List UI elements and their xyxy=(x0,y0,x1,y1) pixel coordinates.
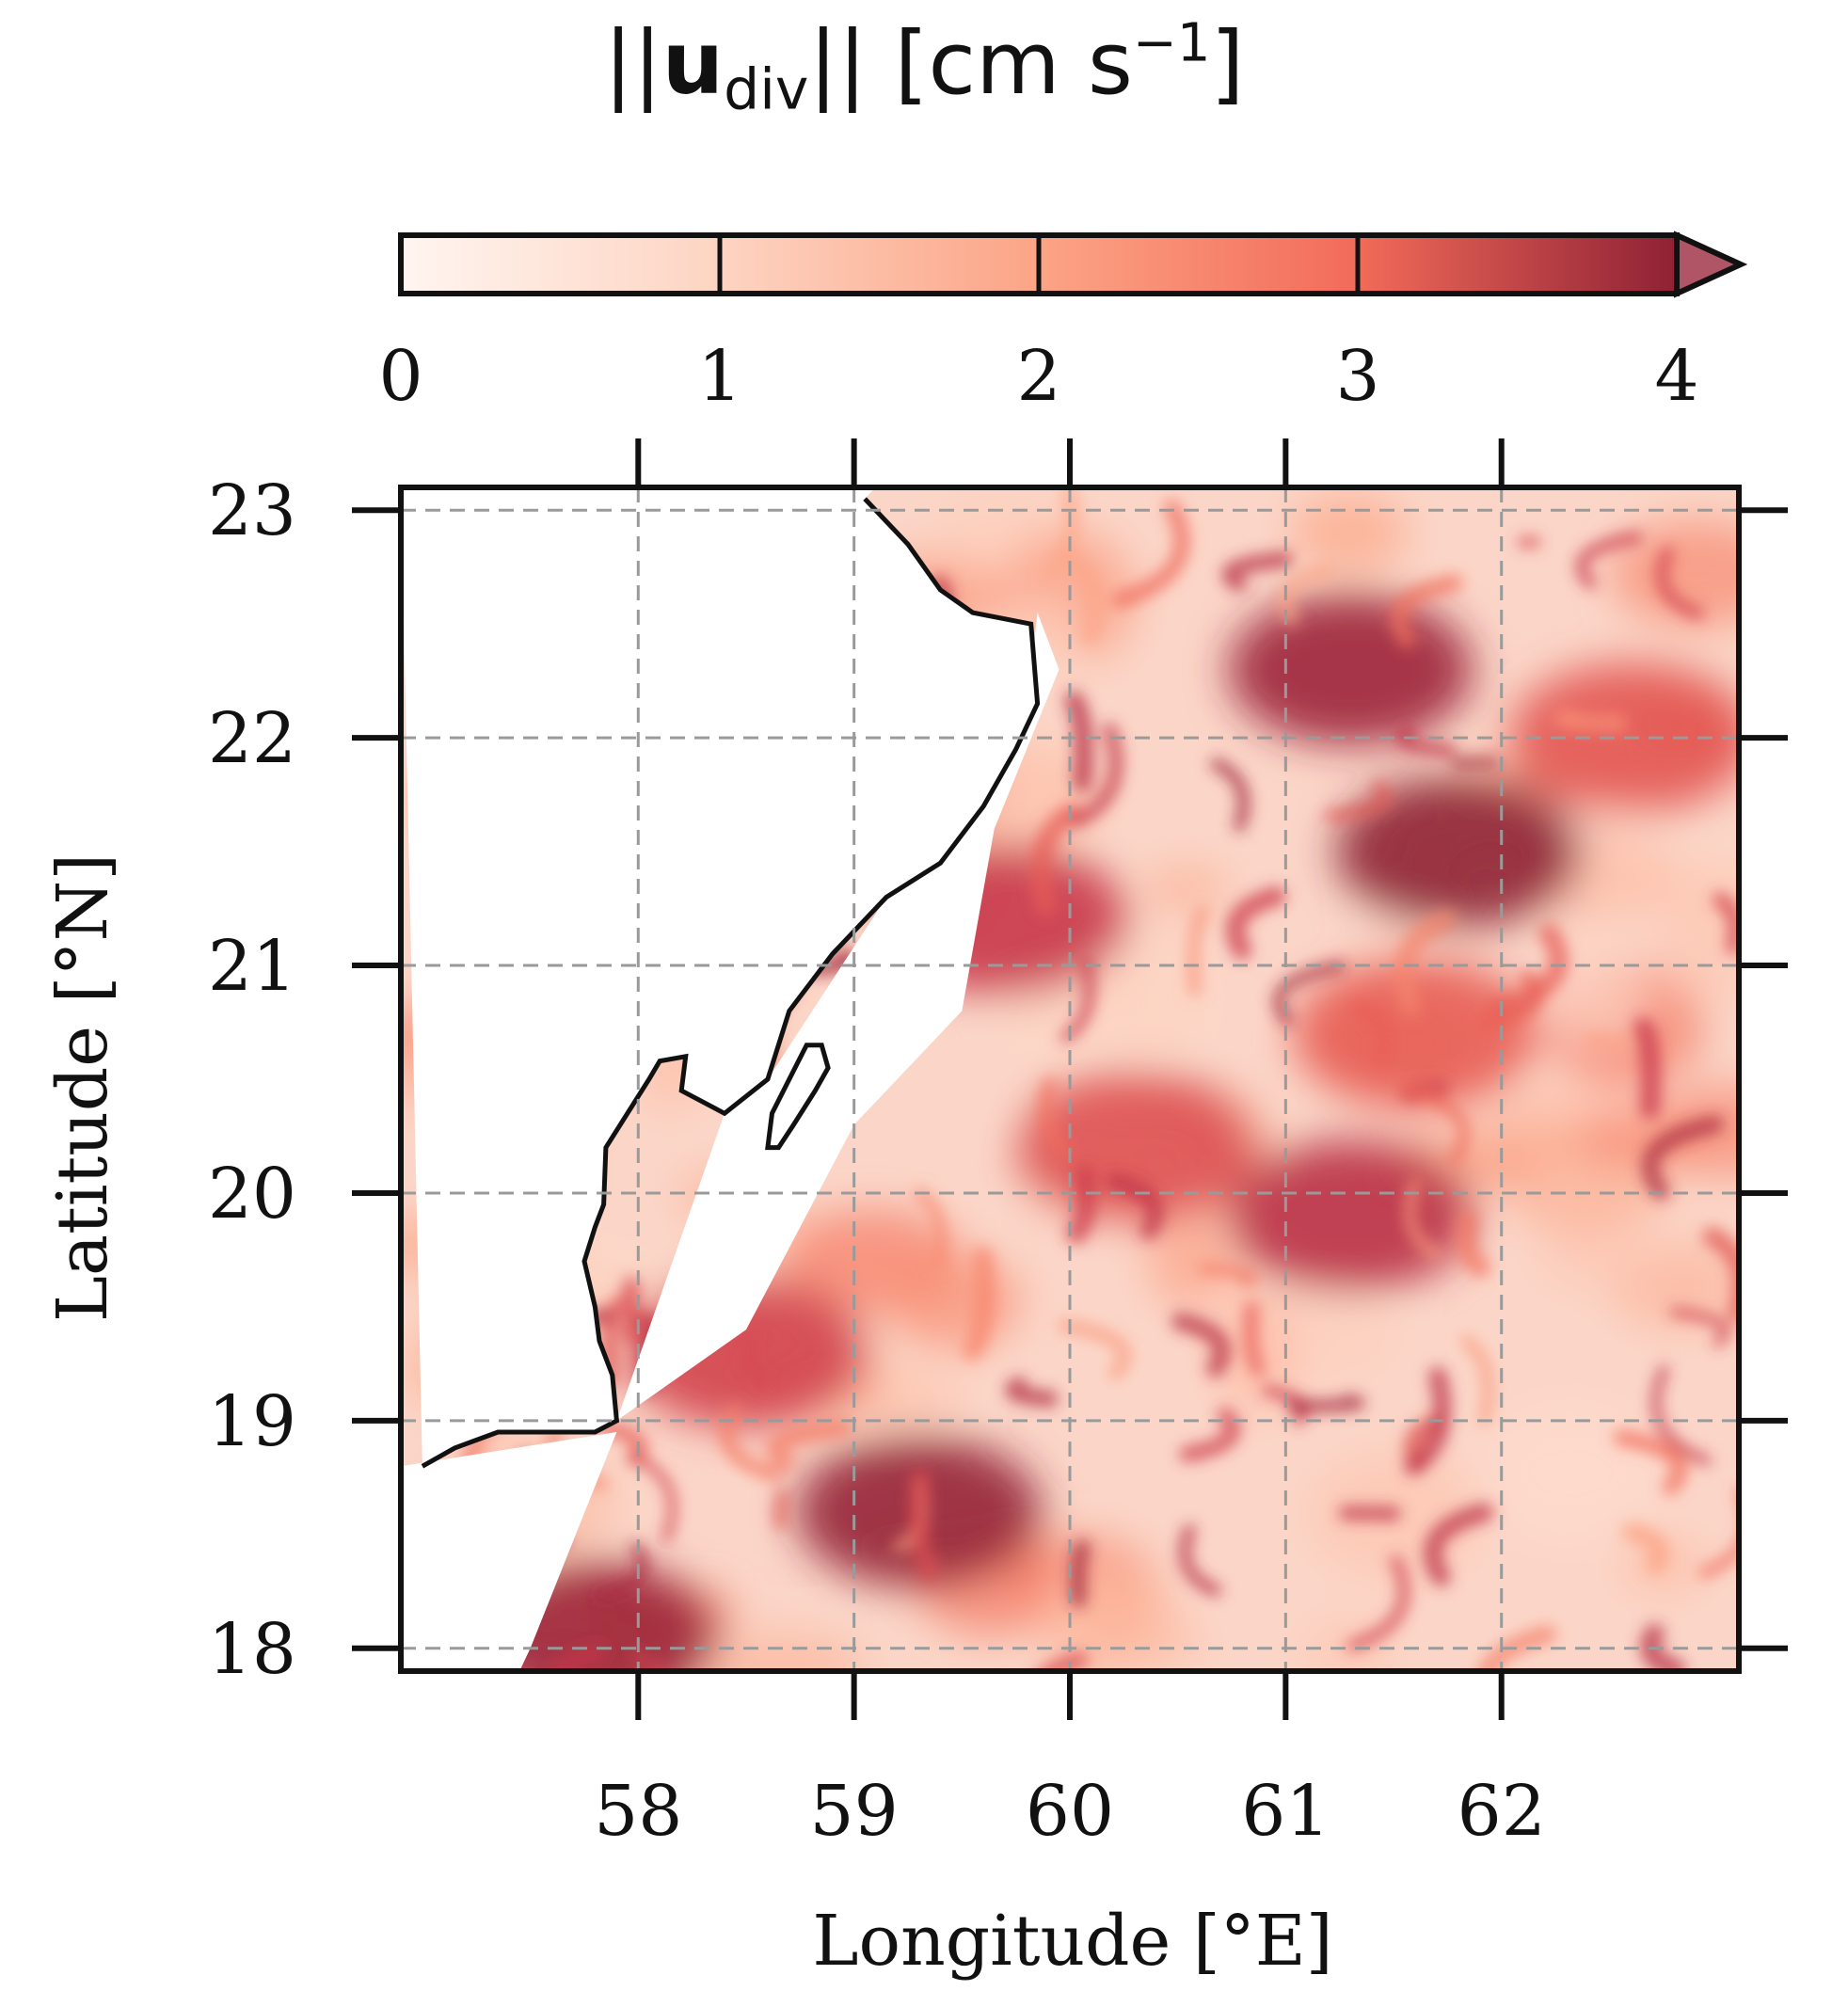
flow-filament xyxy=(554,1652,598,1703)
field-patch xyxy=(1477,1403,1664,1543)
x-axis-label: Longitude [°E] xyxy=(812,1901,1332,1982)
hotspot xyxy=(1336,776,1581,927)
flow-filament xyxy=(918,1479,930,1571)
flow-filament xyxy=(1251,1308,1258,1370)
colorbar-label: ||udiv|| [cm s−1] xyxy=(0,17,1848,119)
flow-filament xyxy=(1644,1027,1651,1109)
y-tick-label: 20 xyxy=(208,1154,296,1234)
flow-filament xyxy=(1074,701,1083,783)
y-tick-label: 19 xyxy=(208,1381,296,1462)
y-tick-label: 21 xyxy=(208,926,296,1007)
flow-filament xyxy=(780,1495,783,1524)
x-tick-label: 61 xyxy=(1241,1771,1330,1852)
field-patch xyxy=(1290,493,1410,572)
x-tick-label: 62 xyxy=(1458,1771,1546,1852)
flow-filament xyxy=(1562,717,1620,724)
x-tick-label: 60 xyxy=(1026,1771,1114,1852)
y-tick-label: 22 xyxy=(208,698,296,779)
flow-filament xyxy=(1457,762,1492,764)
colorbar-extend-arrow xyxy=(1677,235,1741,294)
colorbar-tick-label: 2 xyxy=(1016,336,1060,417)
field-patch xyxy=(1536,1237,1643,1289)
x-tick-label: 59 xyxy=(810,1771,899,1852)
map-field xyxy=(336,487,1808,1726)
colorbar-tick-label: 1 xyxy=(697,336,741,417)
flow-filament xyxy=(1293,1401,1358,1407)
field-patch xyxy=(1075,1563,1171,1655)
colorbar-tick-label: 3 xyxy=(1335,336,1379,417)
colorbar-tick-label: 0 xyxy=(378,336,422,417)
hotspot xyxy=(1228,1140,1473,1291)
flow-filament xyxy=(1346,1513,1394,1514)
field-patch xyxy=(884,1253,1020,1349)
field-patch xyxy=(1656,866,1763,1002)
x-tick-label: 58 xyxy=(594,1771,682,1852)
y-axis-label: Latitude [°N] xyxy=(42,853,123,1322)
colorbar-tick-label: 4 xyxy=(1654,336,1698,417)
field-patch xyxy=(1141,866,1229,913)
flow-filament xyxy=(631,1286,632,1335)
hotspot xyxy=(1228,595,1473,745)
field-patch xyxy=(1147,1219,1235,1308)
flow-filament xyxy=(1076,1176,1087,1234)
colorbar: 0 1 2 3 4 xyxy=(378,235,1741,417)
y-tick-label: 23 xyxy=(208,470,296,551)
y-tick-label: 18 xyxy=(208,1609,296,1690)
colorbar-units: [cm s−1] xyxy=(867,13,1244,114)
flow-filament xyxy=(1078,1548,1083,1600)
flow-filament xyxy=(1590,1039,1624,1042)
